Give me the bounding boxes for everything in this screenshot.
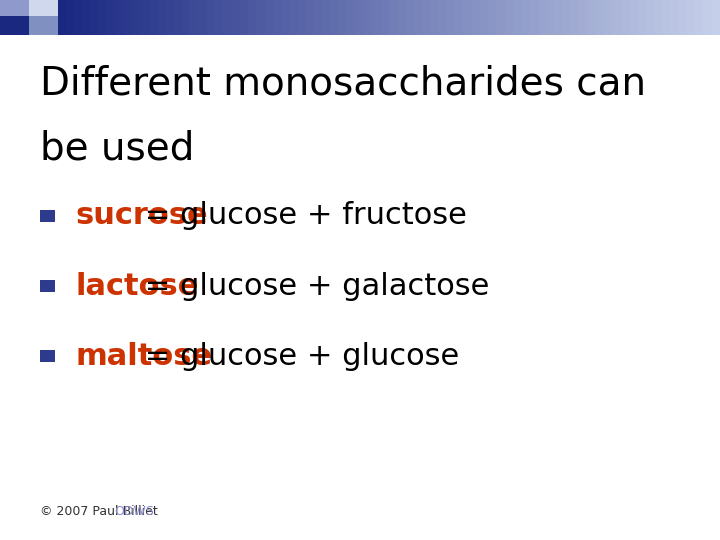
Bar [115,0,125,35]
Bar [40,210,55,222]
Bar [430,0,440,35]
Bar [248,0,258,35]
Bar [356,0,365,35]
Bar [413,0,423,35]
Bar [0,0,29,16]
Bar [422,0,431,35]
Bar [596,0,606,35]
Bar [157,0,167,35]
Bar [232,0,241,35]
Text: be used: be used [40,130,194,167]
Bar [0,16,29,35]
Bar [629,0,639,35]
Bar [74,0,84,35]
Bar [323,0,333,35]
Bar [29,0,58,16]
Bar [82,0,92,35]
Bar [389,0,398,35]
Bar [339,0,349,35]
Bar [563,0,572,35]
Bar [29,16,58,35]
Bar [314,0,324,35]
Bar [190,0,200,35]
Bar [331,0,341,35]
Bar [588,0,597,35]
Bar [662,0,672,35]
Bar [91,0,101,35]
Bar [538,0,547,35]
Text: sucrose: sucrose [76,201,208,231]
Bar [513,0,523,35]
Text: maltose: maltose [76,342,212,371]
Bar [199,0,208,35]
Bar [480,0,490,35]
Bar [347,0,357,35]
Bar [696,0,705,35]
Bar [58,0,68,35]
Bar [546,0,556,35]
Bar [99,0,109,35]
Bar [687,0,696,35]
Text: lactose: lactose [76,272,199,301]
Bar [579,0,589,35]
Bar [132,0,142,35]
Bar [273,0,283,35]
Bar [265,0,274,35]
Bar [612,0,622,35]
Bar [240,0,250,35]
Text: © 2007 Paul Billiet: © 2007 Paul Billiet [40,505,161,518]
Bar [107,0,117,35]
Bar [207,0,216,35]
Text: Different monosaccharides can: Different monosaccharides can [40,65,646,103]
Bar [472,0,481,35]
Bar [174,0,183,35]
Bar [66,0,76,35]
Bar [646,0,655,35]
Bar [40,350,55,362]
Bar [455,0,465,35]
Text: ODWS: ODWS [114,505,154,518]
Text: = glucose + glucose: = glucose + glucose [135,342,459,371]
Bar [380,0,390,35]
Bar [678,0,688,35]
Bar [438,0,448,35]
Bar [621,0,631,35]
Bar [306,0,316,35]
Bar [256,0,266,35]
Bar [670,0,680,35]
Bar [505,0,514,35]
Bar [554,0,564,35]
Bar [282,0,291,35]
Bar [529,0,539,35]
Bar [140,0,150,35]
Bar [405,0,415,35]
Bar [521,0,531,35]
Bar [215,0,225,35]
Bar [446,0,456,35]
Bar [289,0,300,35]
Bar [497,0,506,35]
Bar [40,280,55,292]
Bar [488,0,498,35]
Text: = glucose + galactose: = glucose + galactose [135,272,490,301]
Bar [165,0,175,35]
Bar [181,0,192,35]
Bar [397,0,407,35]
Text: = glucose + fructose: = glucose + fructose [135,201,467,231]
Bar [604,0,613,35]
Bar [654,0,663,35]
Bar [372,0,382,35]
Bar [149,0,158,35]
Bar [571,0,580,35]
Bar [464,0,473,35]
Bar [223,0,233,35]
Bar [298,0,307,35]
Bar [703,0,713,35]
Bar [637,0,647,35]
Bar [124,0,134,35]
Bar [364,0,374,35]
Bar [711,0,720,35]
